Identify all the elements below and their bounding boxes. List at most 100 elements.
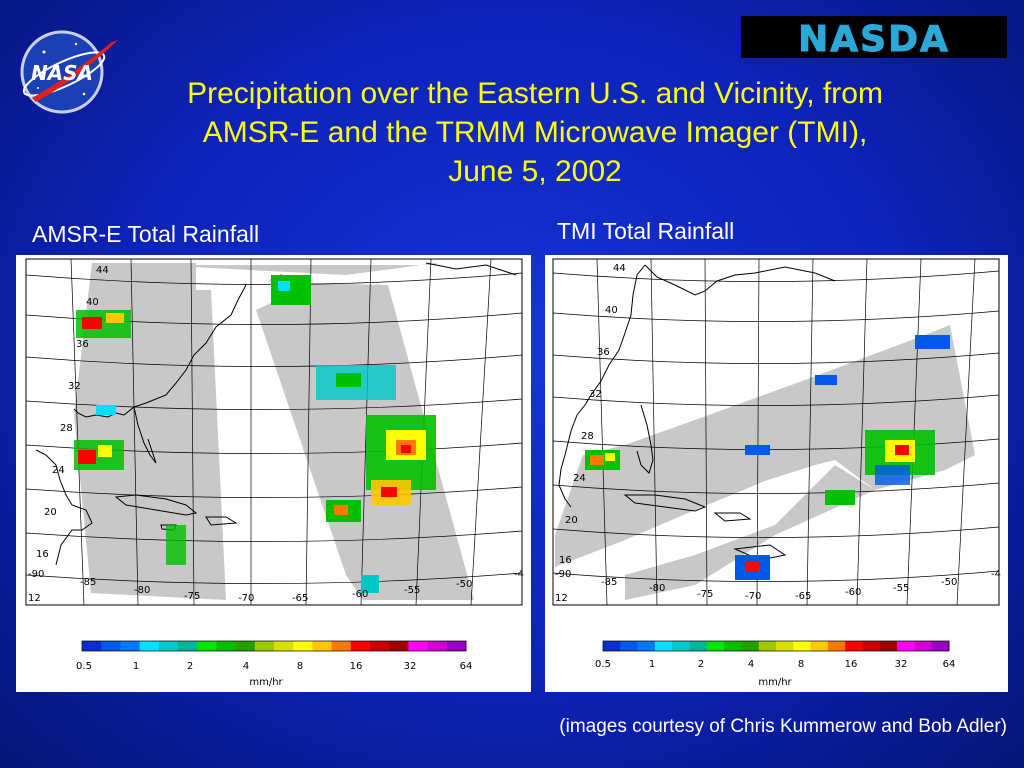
amsr-e-map: 44 40 36 32 28 24 20 16 12 -90 -85 -80 -… xyxy=(25,258,524,688)
colorbar-swatch xyxy=(931,641,950,651)
lon-labels: -90 -85 -80 -75 -70 -65 -60 -55 -50 -4 xyxy=(555,569,1001,602)
lat-label: 20 xyxy=(565,515,578,526)
lon-label: -4 xyxy=(991,569,1001,580)
colorbar-swatch xyxy=(810,641,829,651)
lon-label: -85 xyxy=(80,577,96,588)
colorbar-swatch xyxy=(654,641,673,651)
lon-label: -4 xyxy=(514,569,524,580)
nasa-logo-text: NASA xyxy=(31,61,93,85)
colorbar-swatch xyxy=(274,641,294,651)
colorbar-swatch xyxy=(758,641,777,651)
lat-label: 36 xyxy=(76,339,89,350)
colorbar-swatch xyxy=(741,641,760,651)
colorbar-swatch xyxy=(914,641,933,651)
lat-label: 12 xyxy=(28,593,41,604)
lat-label: 28 xyxy=(60,423,73,434)
colorbar-tick: 16 xyxy=(845,659,858,670)
slide-title: Precipitation over the Eastern U.S. and … xyxy=(130,74,940,191)
colorbar xyxy=(602,640,950,652)
colorbar-border xyxy=(81,640,467,652)
lat-label: 16 xyxy=(36,549,49,560)
colorbar-unit: mm/hr xyxy=(249,677,283,688)
colorbar-tick: 0.5 xyxy=(76,661,92,672)
colorbar xyxy=(81,640,467,652)
colorbar-tick: 8 xyxy=(798,659,804,670)
nasda-logo-text: NASDA xyxy=(798,19,950,58)
amsr-e-map-panel: 44 40 36 32 28 24 20 16 12 -90 -85 -80 -… xyxy=(16,255,531,692)
colorbar-tick: 1 xyxy=(649,659,655,670)
lat-label: 28 xyxy=(581,431,594,442)
lon-label: -75 xyxy=(184,591,200,602)
colorbar-swatch xyxy=(706,641,725,651)
colorbar-swatch xyxy=(879,641,898,651)
tmi-swath-2 xyxy=(625,465,875,600)
colorbar-swatch xyxy=(689,641,708,651)
lon-label: -80 xyxy=(134,585,150,596)
colorbar-swatch xyxy=(672,641,690,651)
colorbar-tick: 4 xyxy=(243,661,249,672)
colorbar-swatch xyxy=(350,641,371,651)
rain-cells xyxy=(74,275,436,593)
colorbar-swatch xyxy=(254,641,275,651)
title-line-1: Precipitation over the Eastern U.S. and … xyxy=(187,77,883,110)
lat-label: 36 xyxy=(597,347,610,358)
lon-label: -50 xyxy=(456,579,472,590)
colorbar-tick: 2 xyxy=(187,661,193,672)
colorbar-swatch xyxy=(793,641,812,651)
colorbar-swatch xyxy=(427,641,448,651)
lon-label: -85 xyxy=(601,577,617,588)
lat-label: 12 xyxy=(555,593,568,604)
colorbar-tick: 32 xyxy=(895,659,908,670)
lat-labels: 44 40 36 32 28 24 20 16 12 xyxy=(555,263,626,604)
colorbar-swatch xyxy=(82,641,102,651)
lon-label: -60 xyxy=(352,589,368,600)
lon-label: -75 xyxy=(697,589,713,600)
colorbar-swatch xyxy=(620,641,639,651)
colorbar-swatch xyxy=(331,641,352,651)
lon-label: -70 xyxy=(238,593,254,604)
rain-cells xyxy=(585,335,950,580)
colorbar-tick: 16 xyxy=(350,661,363,672)
colorbar-tick: 64 xyxy=(943,659,956,670)
colorbar-swatch xyxy=(845,641,863,651)
colorbar-swatch xyxy=(158,641,179,651)
colorbar-swatch xyxy=(776,641,794,651)
tmi-panel-label: TMI Total Rainfall xyxy=(557,218,735,244)
lat-label: 32 xyxy=(68,381,81,392)
lat-label: 20 xyxy=(44,507,57,518)
lat-label: 40 xyxy=(86,297,99,308)
nasa-logo: NASA xyxy=(20,30,118,114)
lon-label: -60 xyxy=(845,587,861,598)
lat-label: 32 xyxy=(589,389,602,400)
colorbar-swatch xyxy=(197,641,217,651)
lat-label: 24 xyxy=(52,465,65,476)
lat-label: 40 xyxy=(605,305,618,316)
lon-labels: -90 -85 -80 -75 -70 -65 -60 -55 -50 -4 xyxy=(28,569,524,604)
colorbar-tick: 0.5 xyxy=(595,659,611,670)
colorbar-swatch xyxy=(862,641,881,651)
colorbar-swatch xyxy=(724,641,742,651)
colorbar-swatch xyxy=(637,641,656,651)
title-line-3: June 5, 2002 xyxy=(448,155,622,188)
lat-label: 44 xyxy=(96,265,109,276)
lon-label: -55 xyxy=(404,585,420,596)
title-line-2: AMSR-E and the TRMM Microwave Imager (TM… xyxy=(202,116,868,149)
swath-1 xyxy=(74,263,226,600)
colorbar-swatch xyxy=(408,641,429,651)
tmi-map: 44 40 36 32 28 24 20 16 12 -90 -85 -80 -… xyxy=(552,258,1001,688)
lon-label: -80 xyxy=(649,583,665,594)
colorbar-swatch xyxy=(139,641,160,651)
lat-label: 44 xyxy=(613,263,626,274)
colorbar-tick: 4 xyxy=(748,659,754,670)
colorbar-swatch xyxy=(603,641,621,651)
colorbar-swatch xyxy=(370,641,390,651)
colorbar-tick: 1 xyxy=(133,661,139,672)
colorbar-swatch xyxy=(216,641,237,651)
colorbar-swatch xyxy=(235,641,256,651)
colorbar-tick: 64 xyxy=(460,661,473,672)
tmi-map-panel: 44 40 36 32 28 24 20 16 12 -90 -85 -80 -… xyxy=(545,255,1008,692)
colorbar-tick: 8 xyxy=(297,661,303,672)
swath-top xyxy=(116,263,436,275)
nasda-logo: NASDA xyxy=(741,16,1007,58)
lon-label: -55 xyxy=(893,583,909,594)
